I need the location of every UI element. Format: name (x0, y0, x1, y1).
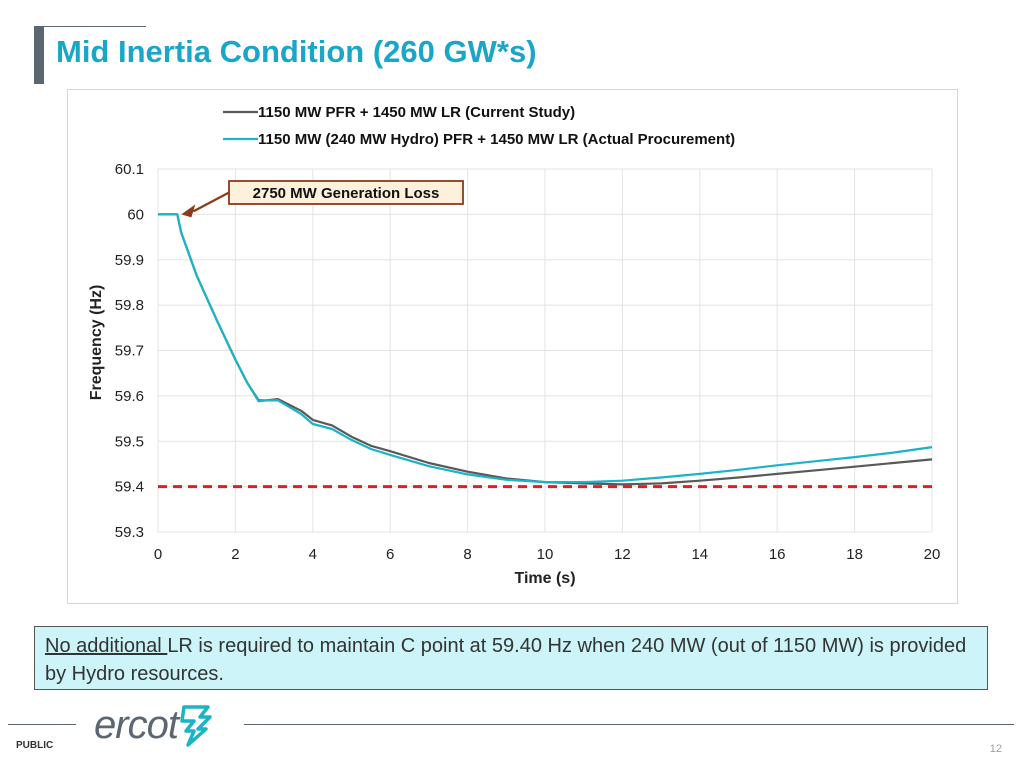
note-box: No additional LR is required to maintain… (34, 626, 988, 690)
legend-label-1: 1150 MW PFR + 1450 MW LR (Current Study) (258, 104, 575, 121)
note-underlined-text: No additional (45, 635, 168, 657)
footer-label: PUBLIC (16, 740, 54, 751)
x-tick-label: 10 (537, 546, 554, 563)
annotation-arrow-head (181, 204, 196, 218)
x-tick-label: 6 (386, 546, 394, 563)
x-tick-label: 14 (691, 546, 708, 563)
y-tick-label: 59.6 (115, 388, 144, 405)
x-tick-label: 18 (846, 546, 863, 563)
ercot-logo: ercot (94, 703, 214, 747)
y-tick-label: 59.7 (115, 343, 144, 360)
note-text: LR is required to maintain C point at 59… (45, 635, 967, 685)
frequency-chart: 0 2 4 6 8 10 12 14 16 18 20 59.3 59.4 59.5 59.6 59.7 59.… (88, 104, 941, 587)
annotation-arrow-line (192, 191, 230, 213)
y-axis-title: Frequency (Hz) (88, 285, 105, 401)
lightning-icon (180, 705, 212, 747)
x-tick-label: 12 (614, 546, 631, 563)
x-tick-label: 16 (769, 546, 786, 563)
page-title: Mid Inertia Condition (260 GW*s) (56, 34, 537, 69)
footer-rule-left (8, 724, 76, 725)
title-top-rule (44, 26, 146, 27)
annotation-text: 2750 MW Generation Loss (253, 185, 440, 202)
y-tick-label: 59.4 (115, 479, 144, 496)
logo-text: ercot (94, 703, 179, 747)
y-tick-label: 60.1 (115, 161, 144, 178)
x-axis-title: Time (s) (514, 570, 575, 587)
y-tick-label: 59.3 (115, 524, 144, 541)
legend-label-2: 1150 MW (240 MW Hydro) PFR + 1450 MW LR … (258, 131, 735, 148)
y-tick-label: 59.5 (115, 433, 144, 450)
y-tick-label: 59.8 (115, 297, 144, 314)
y-tick-label: 59.9 (115, 252, 144, 269)
chart-frame: 0 2 4 6 8 10 12 14 16 18 20 59.3 59.4 59.5 59.6 59.7 59.… (67, 89, 958, 604)
y-tick-label: 60 (127, 206, 144, 223)
x-tick-label: 20 (924, 546, 941, 563)
page-number: 12 (989, 743, 1002, 755)
x-tick-label: 4 (309, 546, 317, 563)
x-tick-label: 0 (154, 546, 162, 563)
x-tick-label: 8 (463, 546, 471, 563)
footer-rule-right (244, 724, 1014, 725)
x-tick-label: 2 (231, 546, 239, 563)
title-accent-bar (34, 26, 44, 84)
series-line-2 (158, 213, 933, 484)
